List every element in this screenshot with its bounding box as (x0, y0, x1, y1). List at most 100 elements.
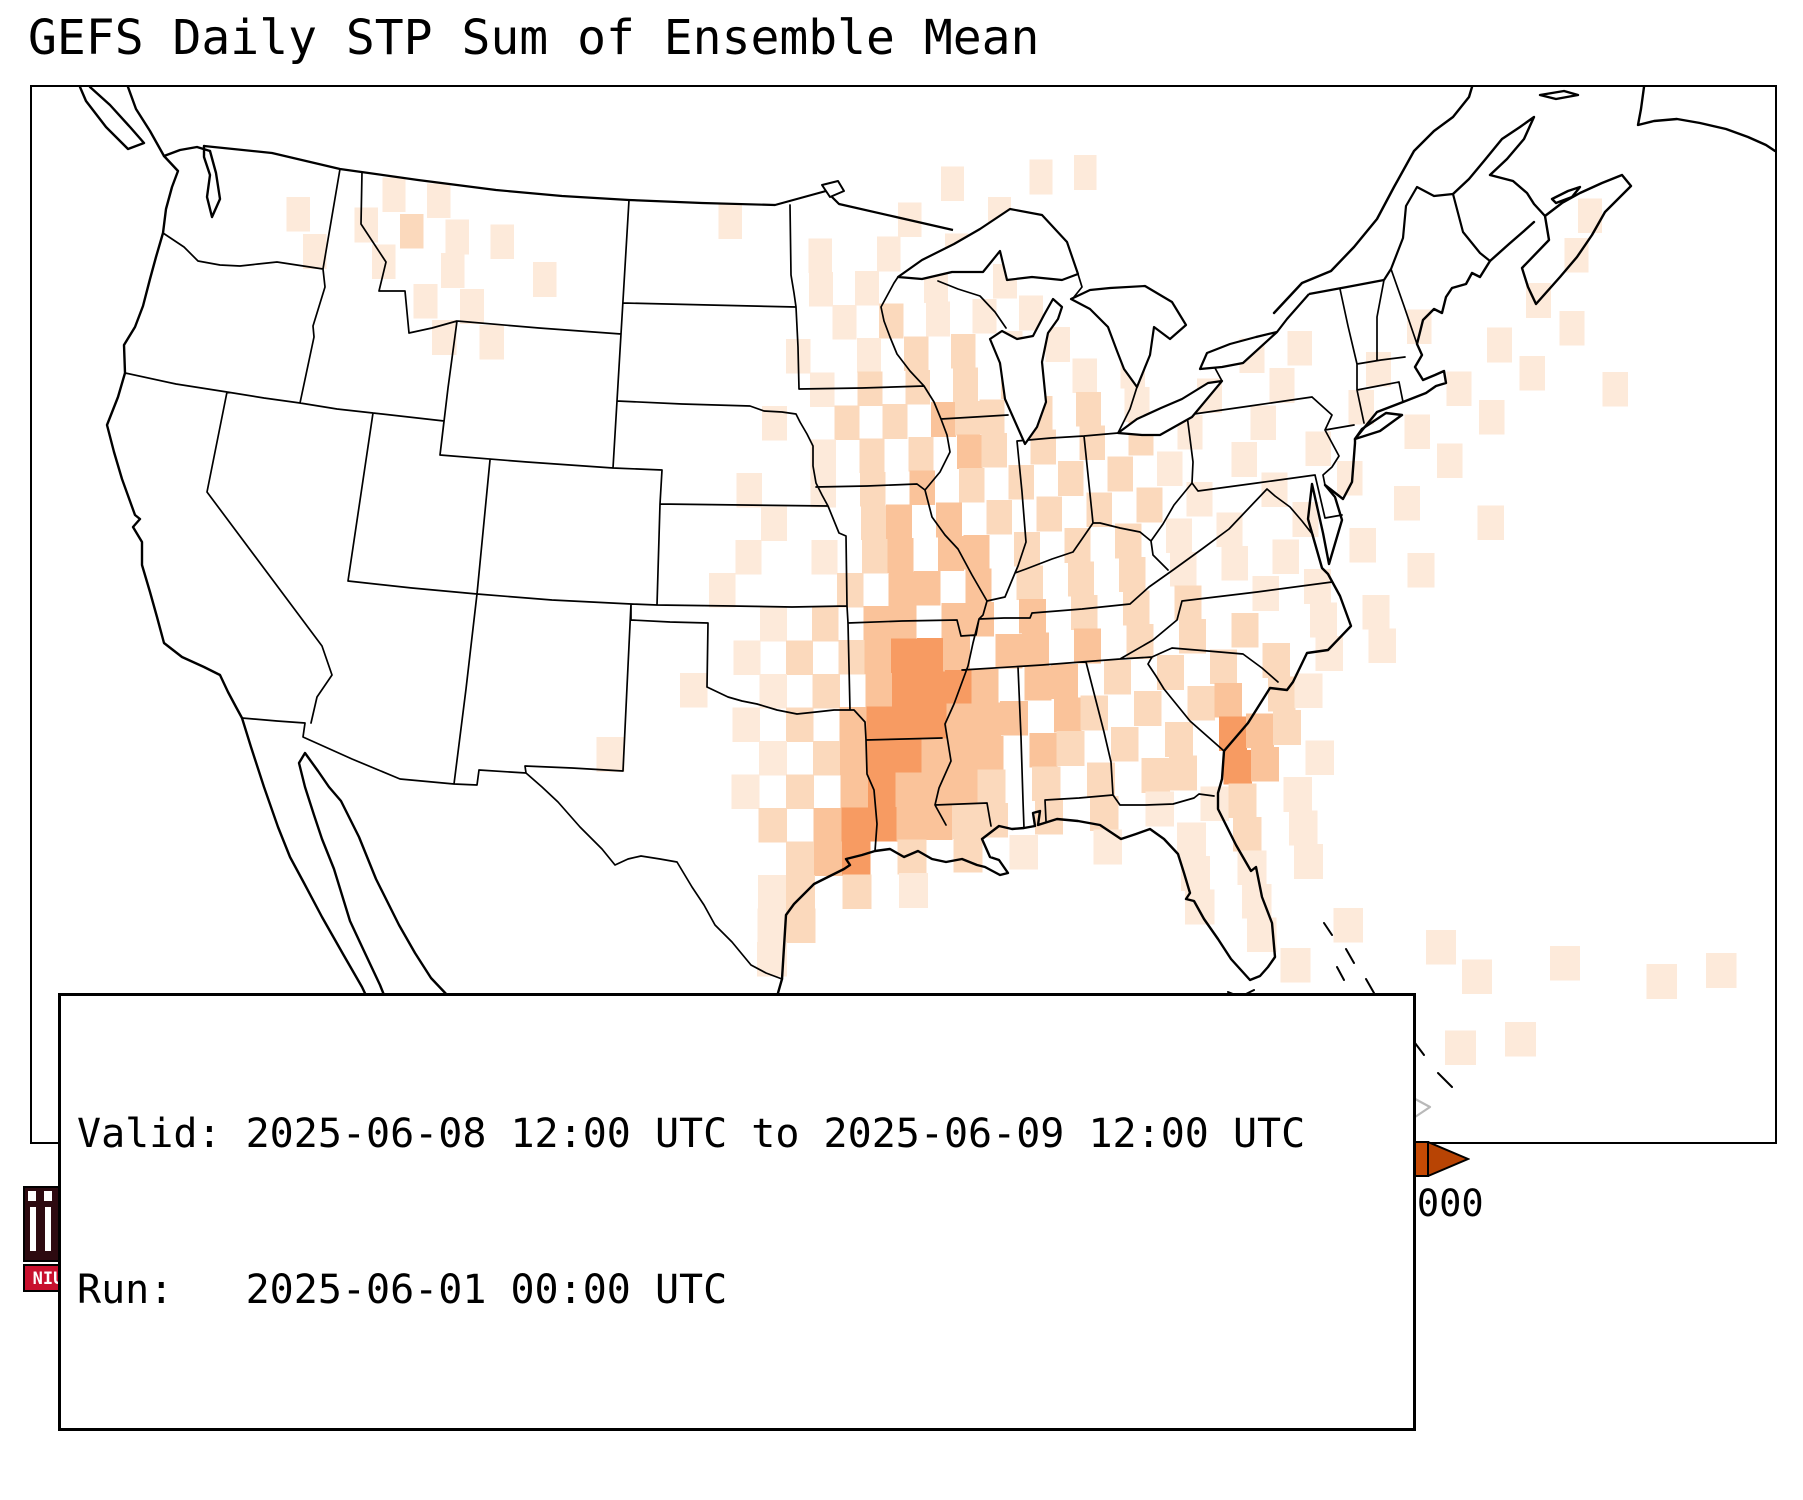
us-conus-map (78, 87, 1775, 1142)
heatmap-cell (859, 438, 885, 474)
heatmap-cell (1280, 947, 1311, 983)
heatmap-cell (1110, 726, 1139, 762)
heatmap-cell (1292, 502, 1319, 537)
heatmap-cell (399, 214, 424, 249)
heatmap-cell (786, 875, 815, 910)
heatmap-cell (879, 303, 904, 339)
heatmap-cell (971, 668, 999, 704)
heatmap-cell (890, 638, 918, 674)
heatmap-cell (1177, 822, 1206, 858)
heatmap-cell (1080, 695, 1109, 731)
heatmap-cell (959, 467, 985, 503)
heatmap-cell (1093, 829, 1122, 865)
heatmap-cell (1145, 791, 1174, 827)
heatmap-cell (786, 908, 816, 944)
heatmap-cell (680, 672, 708, 708)
heatmap-cell (1178, 618, 1206, 654)
heatmap-cell (891, 672, 920, 707)
heatmap-cell (856, 337, 882, 373)
heatmap-cell (718, 204, 742, 240)
heatmap-cell (1024, 665, 1052, 701)
heatmap-cell (1157, 451, 1183, 487)
heatmap-cell (1602, 372, 1629, 407)
pacific-coastline (105, 154, 537, 1142)
stp-heatmap-layer (286, 155, 1737, 1137)
heatmap-cell (1287, 330, 1313, 366)
heatmap-cell (863, 605, 891, 641)
lake-superior (896, 207, 1080, 282)
heatmap-cell (810, 439, 836, 474)
heatmap-cell (1294, 844, 1323, 879)
heatmap-cell (936, 502, 962, 538)
gulf-and-atlantic-coastline (780, 259, 1492, 982)
heatmap-cell (896, 806, 925, 841)
heatmap-cell (951, 804, 981, 839)
heatmap-cell (1550, 945, 1581, 981)
heatmap-cell (596, 737, 625, 772)
heatmap-cell (888, 571, 915, 607)
heatmap-cell (986, 500, 1013, 535)
heatmap-cell (1242, 884, 1272, 919)
heatmap-cell (1214, 683, 1242, 718)
heatmap-cell (921, 738, 950, 773)
heatmap-cell (957, 434, 983, 470)
heatmap-cell (1200, 786, 1230, 822)
heatmap-cell (841, 807, 870, 843)
heatmap-cell (490, 224, 515, 260)
heatmap-cell (1030, 429, 1056, 465)
heatmap-cell (757, 908, 787, 944)
heatmap-cell (1187, 685, 1216, 721)
heatmap-cell (1559, 310, 1585, 346)
heatmap-cell (1486, 327, 1512, 363)
heatmap-cell (861, 505, 887, 541)
heatmap-cell (940, 166, 964, 202)
heatmap-cell (838, 639, 866, 675)
heatmap-cell (1305, 431, 1332, 467)
heatmap-cell (1165, 518, 1192, 554)
heatmap-cell (1045, 327, 1070, 362)
heatmap-cell (1090, 796, 1119, 831)
heatmap-cell (914, 570, 941, 606)
heatmap-cell (1393, 486, 1420, 521)
heatmap-cell (953, 837, 983, 873)
heatmap-cell (1013, 531, 1040, 567)
heatmap-cell (1252, 576, 1279, 611)
lake-ontario (1198, 330, 1279, 371)
heatmap-cell (832, 304, 857, 340)
heatmap-cell (887, 538, 914, 573)
heatmap-cell (786, 774, 815, 810)
heatmap-cell (1272, 539, 1300, 574)
heatmap-cell (868, 806, 898, 842)
coastlines (78, 87, 1775, 1142)
heatmap-cell (1122, 590, 1150, 626)
heatmap-cell (1119, 557, 1146, 592)
heatmap-cell (1074, 628, 1102, 664)
heatmap-cell (382, 177, 406, 213)
state-borders (124, 168, 1418, 980)
heatmap-cell (1578, 198, 1603, 234)
valid-time-text: Valid: 2025-06-08 12:00 UTC to 2025-06-0… (77, 1111, 1306, 1157)
heatmap-cell (840, 773, 869, 809)
heatmap-cell (1076, 391, 1101, 427)
heatmap-cell (979, 802, 1008, 838)
heatmap-cell (1056, 731, 1085, 766)
lake-michigan (988, 297, 1064, 446)
lake-huron (1069, 284, 1188, 389)
heatmap-cell (1404, 414, 1431, 450)
heatmap-cell (1221, 545, 1248, 581)
heatmap-cell (868, 773, 897, 809)
heatmap-cell (1445, 1030, 1476, 1066)
heatmap-cell (837, 572, 864, 608)
heatmap-cell (760, 607, 787, 642)
heatmap-cell (1315, 636, 1343, 671)
heatmap-cell (995, 634, 1023, 669)
heatmap-cell (758, 808, 787, 843)
heatmap-cell (813, 841, 843, 876)
heatmap-cell (1231, 442, 1257, 477)
heatmap-cell (1294, 673, 1323, 708)
valid-run-info-box: Valid: 2025-06-08 12:00 UTC to 2025-06-0… (58, 993, 1416, 1431)
heatmap-cell (1304, 569, 1331, 604)
heatmap-cell (1136, 487, 1163, 523)
heatmap-cell (903, 336, 929, 371)
run-time-text: Run: 2025-06-01 00:00 UTC (77, 1267, 728, 1313)
